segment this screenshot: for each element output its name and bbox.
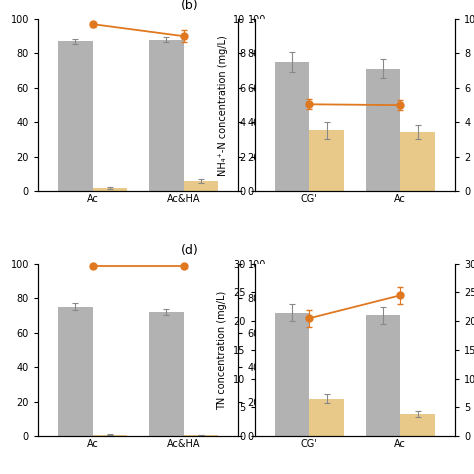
Y-axis label: Removal efficiency (%): Removal efficiency (%) [267,294,277,406]
Bar [401,132,435,191]
Bar [184,435,219,436]
Y-axis label: Removal efficiency (%): Removal efficiency (%) [267,49,277,161]
Bar [58,307,92,436]
Bar [274,62,309,191]
Bar [149,40,184,191]
Bar [309,130,344,191]
Bar [401,414,435,436]
Y-axis label: TN concentration (mg/L): TN concentration (mg/L) [218,290,228,410]
Text: (b): (b) [181,0,198,12]
Bar [184,181,219,191]
Bar [149,312,184,436]
Text: (d): (d) [181,244,198,257]
Bar [92,188,127,191]
Bar [92,435,127,436]
Bar [58,41,92,191]
Bar [366,315,401,436]
Bar [366,69,401,191]
Bar [274,312,309,436]
Y-axis label: NH₄⁺-N concentration (mg/L): NH₄⁺-N concentration (mg/L) [218,35,228,175]
Bar [309,399,344,436]
